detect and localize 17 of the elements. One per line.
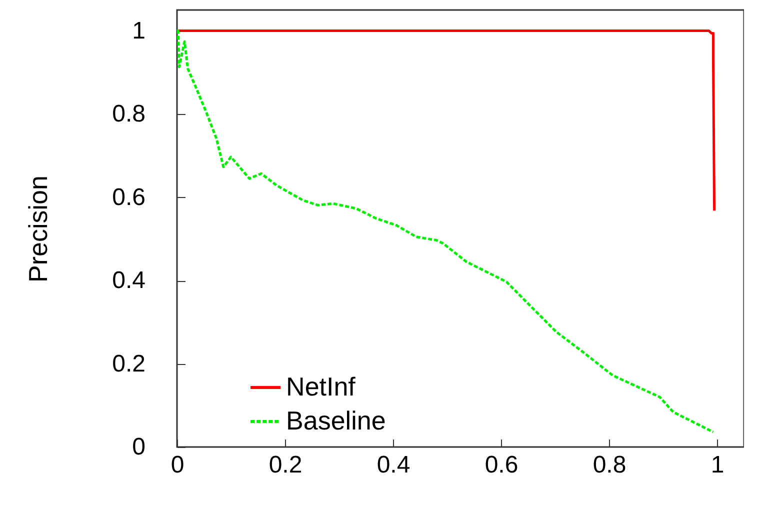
line-series (177, 30, 714, 434)
x-tick-label: 0.4 (376, 452, 410, 478)
y-tick-label: 0.2 (112, 350, 146, 378)
x-tick-label: 0.8 (592, 452, 626, 478)
x-tick-label: 0.2 (268, 452, 302, 478)
y-tick-label: 0.6 (112, 184, 146, 211)
y-tick-label: 0 (132, 434, 146, 460)
x-tick-label: 0 (170, 452, 184, 478)
y-tick-label: 1 (132, 17, 146, 44)
y-tick-label: 0.4 (112, 267, 146, 294)
y-tick-label: 0.8 (112, 100, 146, 128)
x-tick-label: 0.6 (484, 452, 518, 478)
y-axis-title: Precision (23, 176, 54, 282)
legend-label: Baseline (286, 406, 386, 436)
legend-label: NetInf (286, 372, 356, 402)
line-series (177, 30, 716, 212)
x-tick-label: 1 (710, 452, 724, 478)
